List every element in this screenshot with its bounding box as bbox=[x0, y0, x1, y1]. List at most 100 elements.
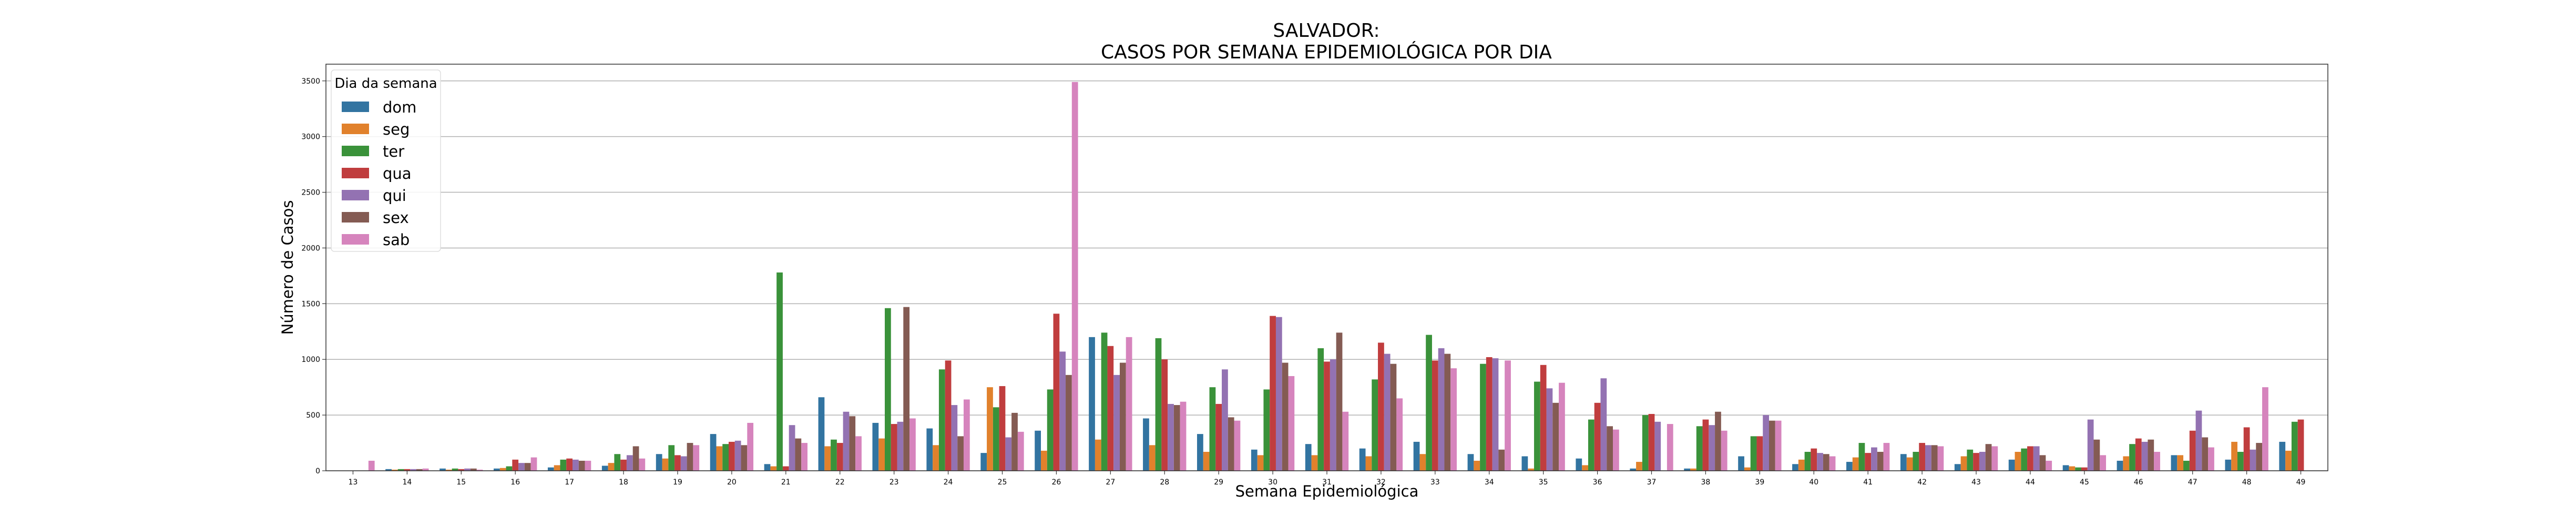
bar-ter-22 bbox=[831, 439, 837, 471]
bar-qua-45 bbox=[2081, 467, 2088, 471]
bar-qua-29 bbox=[1215, 403, 1222, 471]
chart-title-line-1: SALVADOR: bbox=[1273, 20, 1379, 42]
bar-dom-22 bbox=[818, 397, 825, 471]
bar-sex-35 bbox=[1552, 402, 1559, 471]
bar-qui-38 bbox=[1709, 425, 1715, 471]
legend-swatch-seg bbox=[342, 124, 369, 134]
x-tick-label: 35 bbox=[1539, 478, 1548, 487]
bar-seg-37 bbox=[1636, 462, 1642, 471]
bar-qua-23 bbox=[891, 424, 897, 471]
bar-qui-37 bbox=[1654, 421, 1661, 471]
bar-sab-47 bbox=[2208, 447, 2214, 471]
x-tick-label: 47 bbox=[2188, 478, 2197, 487]
y-tick-label: 0 bbox=[315, 467, 320, 476]
bar-qui-46 bbox=[2141, 441, 2148, 471]
bar-qua-35 bbox=[1540, 365, 1547, 471]
chart-titles: SALVADOR: CASOS POR SEMANA EPIDEMIOLÓGIC… bbox=[1101, 20, 1552, 63]
bar-qua-14 bbox=[404, 469, 411, 471]
bar-qui-36 bbox=[1600, 378, 1607, 471]
bar-dom-49 bbox=[2279, 441, 2286, 471]
bar-seg-44 bbox=[2015, 451, 2021, 471]
bar-dom-42 bbox=[1900, 454, 1907, 471]
legend: Dia da semana dom seg ter qua qui sex sab bbox=[331, 69, 441, 252]
bar-sab-37 bbox=[1667, 424, 1673, 471]
bar-sab-35 bbox=[1559, 382, 1565, 471]
bar-qua-49 bbox=[2297, 419, 2304, 471]
bar-qui-42 bbox=[1925, 445, 1931, 471]
bar-sab-38 bbox=[1721, 430, 1727, 471]
bar-dom-34 bbox=[1467, 454, 1474, 471]
bar-qui-22 bbox=[843, 411, 850, 471]
bar-sab-29 bbox=[1234, 420, 1241, 471]
bar-qui-48 bbox=[2250, 449, 2256, 471]
bar-seg-47 bbox=[2177, 455, 2184, 471]
bar-dom-16 bbox=[494, 468, 500, 471]
bar-dom-21 bbox=[764, 464, 771, 471]
bar-ter-34 bbox=[1480, 363, 1486, 471]
bar-dom-30 bbox=[1251, 449, 1258, 471]
bar-ter-27 bbox=[1101, 332, 1108, 471]
bar-ter-28 bbox=[1155, 338, 1162, 471]
bar-qui-17 bbox=[573, 459, 579, 471]
bar-sex-23 bbox=[903, 307, 910, 471]
legend-label-seg: seg bbox=[383, 120, 410, 138]
x-axis-label: Semana Epidemiológica bbox=[1235, 482, 1419, 500]
bar-sab-36 bbox=[1613, 429, 1619, 471]
bar-dom-46 bbox=[2117, 460, 2123, 471]
bar-dom-26 bbox=[1035, 430, 1041, 471]
bar-qui-14 bbox=[410, 469, 417, 471]
legend-swatch-sex bbox=[342, 212, 369, 222]
legend-title: Dia da semana bbox=[334, 76, 437, 92]
legend-label-qui: qui bbox=[383, 187, 406, 205]
bar-ter-35 bbox=[1534, 381, 1540, 471]
x-tick-label: 29 bbox=[1214, 478, 1223, 487]
bar-qua-36 bbox=[1594, 402, 1601, 471]
bar-dom-32 bbox=[1359, 448, 1366, 471]
x-tick-label: 19 bbox=[673, 478, 682, 487]
bar-qui-20 bbox=[734, 440, 741, 471]
bar-qui-25 bbox=[1005, 437, 1012, 471]
bar-sex-21 bbox=[795, 438, 802, 471]
x-tick-label: 38 bbox=[1701, 478, 1711, 487]
bar-ter-30 bbox=[1263, 389, 1270, 471]
bar-qua-42 bbox=[1919, 443, 1925, 471]
bar-qua-44 bbox=[2027, 446, 2033, 471]
bar-qui-16 bbox=[518, 463, 525, 471]
bar-sab-16 bbox=[530, 457, 537, 471]
bar-qua-41 bbox=[1865, 453, 1872, 471]
legend-swatch-qui bbox=[342, 190, 369, 200]
bar-qua-25 bbox=[999, 386, 1006, 471]
bar-qua-34 bbox=[1486, 357, 1493, 471]
bar-qua-15 bbox=[458, 469, 465, 471]
bar-ter-46 bbox=[2129, 444, 2135, 471]
bar-qua-43 bbox=[1973, 453, 1979, 471]
bar-ter-40 bbox=[1804, 451, 1811, 471]
x-tick-label: 23 bbox=[890, 478, 899, 487]
bar-seg-38 bbox=[1690, 468, 1696, 471]
bar-dom-15 bbox=[439, 468, 446, 471]
bars bbox=[368, 82, 2304, 471]
bar-qui-29 bbox=[1222, 369, 1228, 471]
bar-seg-29 bbox=[1203, 451, 1210, 471]
bar-ter-18 bbox=[614, 454, 621, 471]
y-tick-label: 1500 bbox=[301, 300, 320, 308]
bar-ter-21 bbox=[776, 272, 783, 471]
bar-dom-14 bbox=[385, 469, 392, 471]
bar-qui-27 bbox=[1113, 375, 1120, 471]
bar-sex-33 bbox=[1444, 353, 1451, 471]
bar-dom-47 bbox=[2171, 455, 2178, 471]
legend-swatch-dom bbox=[342, 102, 369, 112]
x-tick-label: 48 bbox=[2242, 478, 2252, 487]
bar-sab-23 bbox=[909, 418, 916, 471]
x-tick-label: 14 bbox=[402, 478, 412, 487]
bar-dom-18 bbox=[601, 466, 608, 471]
bar-dom-40 bbox=[1792, 464, 1798, 471]
bar-sex-16 bbox=[524, 463, 531, 471]
legend-box bbox=[331, 69, 441, 252]
bar-seg-30 bbox=[1257, 455, 1264, 471]
bar-sex-38 bbox=[1715, 411, 1721, 471]
bar-sab-24 bbox=[963, 399, 970, 471]
x-tick-label: 44 bbox=[2026, 478, 2035, 487]
bar-ter-15 bbox=[452, 468, 458, 471]
